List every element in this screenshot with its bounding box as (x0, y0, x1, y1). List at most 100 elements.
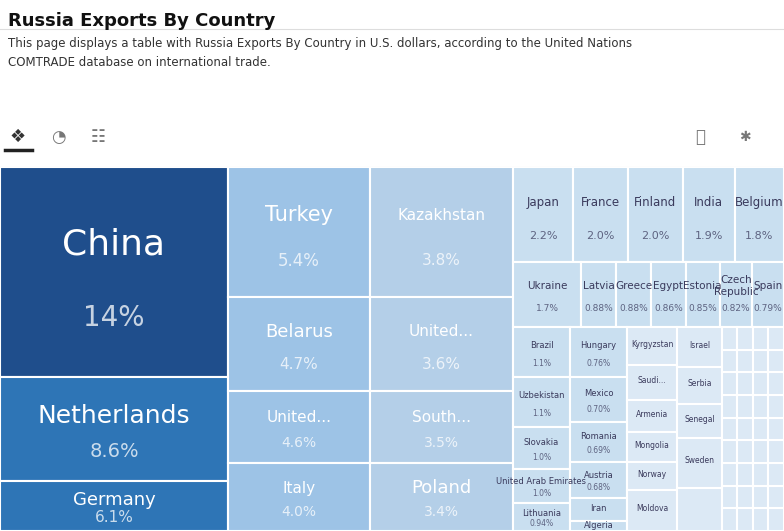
Bar (627, 365, 677, 400)
Bar (738, 463, 753, 486)
Bar (686, 262, 720, 327)
Bar (768, 486, 784, 508)
Text: Armenia: Armenia (636, 410, 668, 419)
Bar (0, 481, 228, 531)
Text: Kazakhstan: Kazakhstan (397, 208, 485, 223)
Bar (513, 327, 570, 377)
Bar (753, 463, 768, 486)
Bar (722, 508, 738, 531)
Bar (570, 377, 627, 422)
Bar (735, 167, 784, 262)
Bar (753, 327, 768, 350)
Text: 2.2%: 2.2% (529, 230, 557, 241)
Text: Sweden: Sweden (684, 456, 714, 465)
Text: 1.1%: 1.1% (532, 408, 551, 417)
Text: Mexico: Mexico (584, 389, 613, 398)
Bar (513, 503, 570, 531)
Text: United...: United... (409, 324, 474, 339)
Text: 3.5%: 3.5% (424, 436, 459, 450)
Bar (627, 490, 677, 531)
Bar (677, 327, 722, 367)
Bar (768, 350, 784, 372)
Text: 3.8%: 3.8% (422, 253, 461, 268)
Bar (768, 418, 784, 440)
Text: Spain: Spain (753, 281, 783, 291)
Text: Moldova: Moldova (636, 504, 668, 513)
Text: 4.0%: 4.0% (281, 505, 317, 519)
Text: Senegal: Senegal (684, 415, 715, 424)
Text: Iran: Iran (590, 504, 607, 513)
Text: ◔: ◔ (51, 128, 65, 146)
Text: 0.88%: 0.88% (619, 304, 648, 313)
Bar (0, 377, 228, 481)
Bar (768, 372, 784, 395)
Text: Saudi...: Saudi... (637, 376, 666, 386)
Bar (573, 167, 628, 262)
Text: United...: United... (267, 410, 332, 425)
Bar (370, 297, 513, 391)
Text: 1.7%: 1.7% (535, 304, 558, 313)
Bar (228, 391, 370, 463)
Text: 1.1%: 1.1% (532, 358, 551, 367)
Text: Latvia: Latvia (583, 281, 615, 291)
Bar (722, 327, 738, 350)
Bar (738, 350, 753, 372)
Text: China: China (63, 228, 165, 262)
Text: 0.69%: 0.69% (586, 447, 611, 456)
Text: 5.4%: 5.4% (278, 252, 320, 270)
Text: ☷: ☷ (91, 128, 105, 146)
Text: Romania: Romania (580, 432, 617, 441)
Bar (513, 377, 570, 427)
Bar (738, 395, 753, 418)
Bar (627, 400, 677, 432)
Text: 0.76%: 0.76% (586, 358, 611, 367)
Bar (753, 486, 768, 508)
Text: This page displays a table with Russia Exports By Country in U.S. dollars, accor: This page displays a table with Russia E… (8, 37, 632, 69)
Bar (581, 262, 616, 327)
Text: South...: South... (412, 410, 471, 425)
Text: Norway: Norway (637, 470, 666, 479)
Text: 0.94%: 0.94% (529, 519, 554, 528)
Text: 0.79%: 0.79% (754, 304, 782, 313)
Bar (627, 432, 677, 462)
Bar (768, 463, 784, 486)
Bar (677, 404, 722, 438)
Bar (513, 167, 573, 262)
Text: Austria: Austria (583, 471, 613, 480)
Text: 0.85%: 0.85% (688, 304, 717, 313)
Bar (753, 395, 768, 418)
Bar (768, 508, 784, 531)
Text: Turkey: Turkey (265, 205, 333, 225)
Text: Hungary: Hungary (580, 341, 616, 350)
Bar (370, 167, 513, 297)
Text: Netherlands: Netherlands (38, 404, 191, 427)
Bar (753, 372, 768, 395)
Bar (570, 521, 627, 531)
Text: 1.0%: 1.0% (532, 489, 551, 498)
Text: Russia Exports By Country: Russia Exports By Country (8, 12, 275, 30)
Text: Germany: Germany (73, 491, 155, 509)
Text: 3.4%: 3.4% (424, 505, 459, 519)
Text: 4.7%: 4.7% (280, 357, 318, 372)
Text: Slovakia: Slovakia (524, 438, 559, 447)
Text: Poland: Poland (412, 479, 472, 497)
Text: Serbia: Serbia (688, 379, 712, 388)
Bar (722, 372, 738, 395)
Text: Israel: Israel (689, 340, 710, 349)
Text: Italy: Italy (282, 481, 316, 496)
Text: 8.6%: 8.6% (89, 442, 139, 461)
Bar (768, 395, 784, 418)
Text: India: India (694, 196, 723, 209)
Bar (722, 440, 738, 463)
Bar (370, 391, 513, 463)
Text: 0.82%: 0.82% (722, 304, 750, 313)
Bar (738, 486, 753, 508)
Text: Uzbekistan: Uzbekistan (518, 391, 564, 400)
Bar (570, 462, 627, 498)
Bar (627, 462, 677, 490)
Text: 1.9%: 1.9% (695, 230, 723, 241)
Text: 0.68%: 0.68% (586, 483, 611, 492)
Text: Lithuania: Lithuania (522, 509, 561, 518)
Text: Belarus: Belarus (265, 323, 333, 341)
Text: Mongolia: Mongolia (634, 441, 670, 450)
